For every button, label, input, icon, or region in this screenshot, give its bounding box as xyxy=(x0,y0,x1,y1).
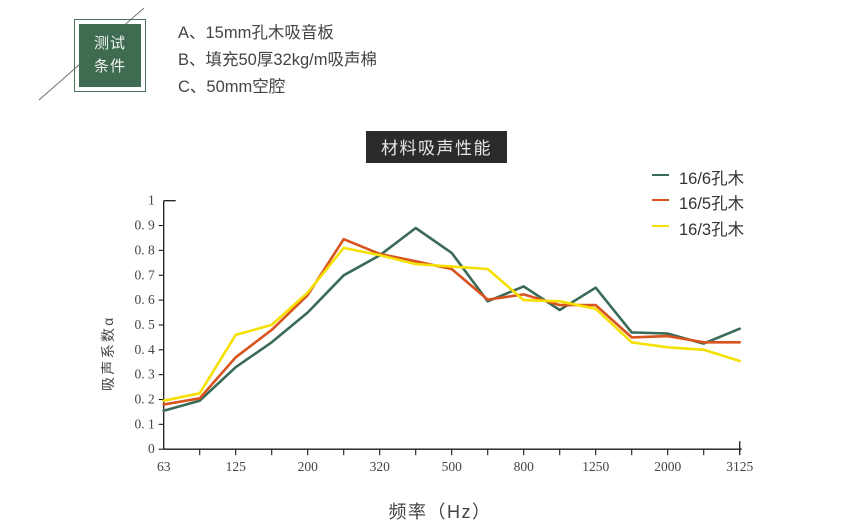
svg-text:0. 4: 0. 4 xyxy=(134,342,155,357)
svg-text:125: 125 xyxy=(226,459,247,474)
svg-text:200: 200 xyxy=(298,459,319,474)
svg-text:1250: 1250 xyxy=(582,459,609,474)
svg-text:63: 63 xyxy=(157,459,171,474)
svg-text:0. 3: 0. 3 xyxy=(134,367,155,382)
svg-text:0. 6: 0. 6 xyxy=(134,292,155,307)
svg-text:500: 500 xyxy=(442,459,463,474)
svg-text:0. 8: 0. 8 xyxy=(134,242,155,257)
svg-text:800: 800 xyxy=(514,459,535,474)
svg-text:2000: 2000 xyxy=(654,459,681,474)
svg-text:0. 1: 0. 1 xyxy=(134,416,154,431)
svg-text:0: 0 xyxy=(148,441,155,456)
svg-text:3125: 3125 xyxy=(726,459,753,474)
svg-text:0. 5: 0. 5 xyxy=(134,317,155,332)
svg-text:0. 7: 0. 7 xyxy=(134,267,155,282)
svg-text:0. 2: 0. 2 xyxy=(134,392,154,407)
svg-text:320: 320 xyxy=(370,459,391,474)
svg-text:1: 1 xyxy=(148,193,155,208)
svg-text:0. 9: 0. 9 xyxy=(134,218,155,233)
